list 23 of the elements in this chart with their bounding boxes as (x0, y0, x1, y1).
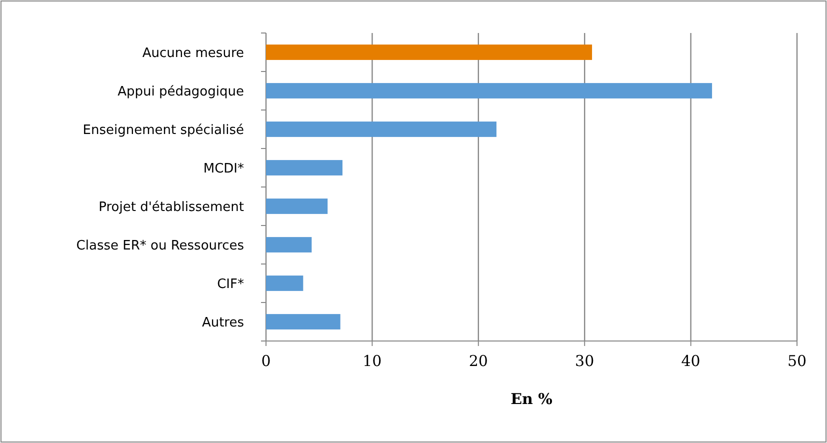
y-tick-label: Autres (202, 315, 244, 330)
bar (266, 237, 312, 252)
bar (266, 198, 328, 214)
y-tick-label: MCDI* (203, 161, 244, 176)
x-tick-label: 50 (787, 352, 807, 370)
y-tick-label: CIF* (217, 276, 244, 292)
y-tick-label: Aucune mesure (142, 46, 244, 61)
x-tick-label: 0 (261, 352, 271, 370)
y-tick-label: Projet d'établissement (98, 200, 244, 215)
y-tick-label: Classe ER* ou Ressources (76, 238, 244, 254)
bar (266, 122, 496, 137)
x-axis-title: En % (510, 390, 552, 408)
bar (266, 160, 342, 176)
x-tick-label: 40 (681, 352, 700, 370)
bar (266, 44, 592, 60)
y-tick-label: Enseignement spécialisé (82, 122, 244, 138)
x-tick-label: 10 (362, 352, 382, 370)
bar (266, 276, 304, 291)
y-tick-label: Appui pédagogique (118, 84, 244, 100)
x-tick-label: 20 (468, 352, 488, 370)
bar (266, 314, 340, 330)
x-tick-label: 30 (575, 352, 594, 370)
bar (266, 83, 712, 98)
